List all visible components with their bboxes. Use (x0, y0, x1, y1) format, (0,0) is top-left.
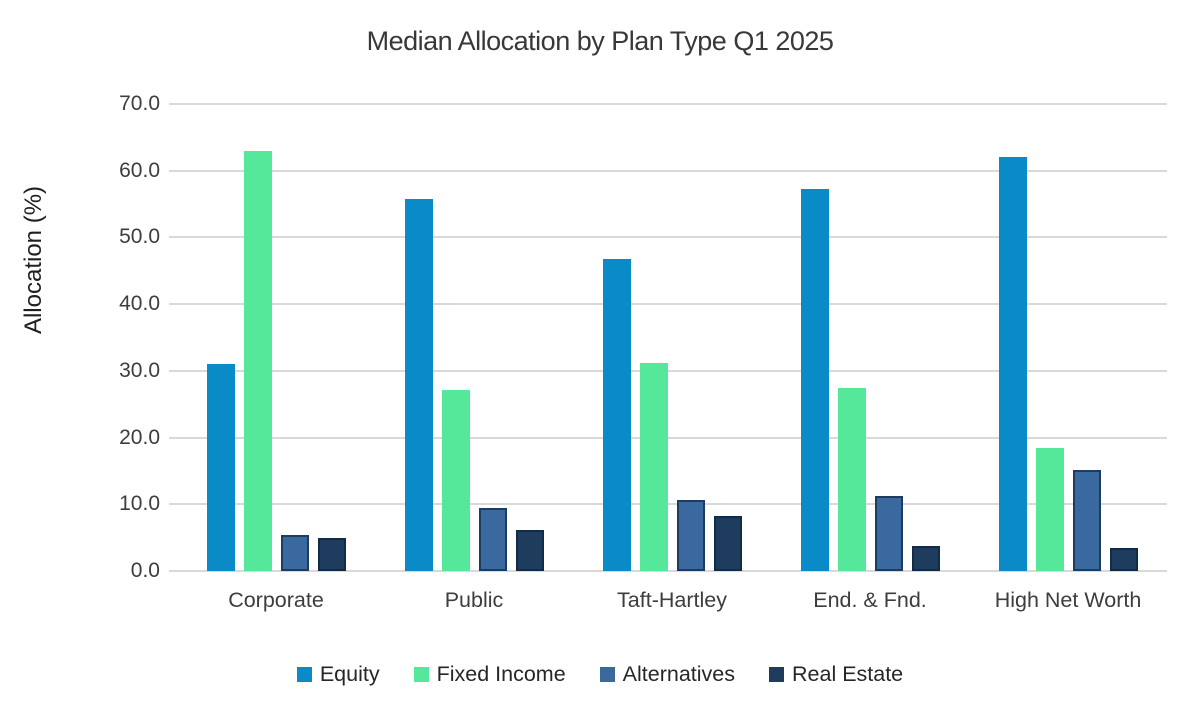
y-axis-tick-labels: 70.0 60.0 50.0 40.0 30.0 20.0 10.0 0.0 (0, 92, 160, 582)
legend-item-real-estate: Real Estate (769, 662, 903, 687)
bar-alternatives-corporate (280, 534, 309, 571)
bar-fixed-income-corporate (243, 150, 272, 571)
bar-equity-public (404, 199, 433, 571)
y-axis-tick (169, 570, 177, 572)
legend-label-equity: Equity (319, 661, 380, 686)
y-tick-label-70.0: 70.0 (119, 92, 160, 115)
y-axis-tick (169, 103, 177, 105)
bar-fixed-income-public (441, 390, 470, 571)
legend-marker-icon-real-estate (769, 666, 784, 682)
gridline-50.0 (177, 236, 1167, 239)
plot-area (169, 103, 1167, 572)
bar-alternatives-end-fnd (874, 496, 903, 571)
bar-real-estate-high-net-worth (1109, 547, 1138, 571)
bar-alternatives-public (478, 507, 507, 571)
legend-label-real-estate: Real Estate (792, 661, 904, 686)
bar-alternatives-taft-hartley (676, 499, 705, 571)
y-tick-label-30.0: 30.0 (119, 358, 160, 382)
y-tick-label-40.0: 40.0 (119, 292, 160, 316)
bar-fixed-income-taft-hartley (639, 362, 668, 571)
legend-marker-icon-fixed-income (413, 666, 429, 682)
y-tick-label-0.0: 0.0 (130, 559, 160, 582)
legend-label-fixed-income: Fixed Income (436, 661, 566, 686)
legend-item-alternatives: Alternatives (599, 661, 735, 687)
x-category-label-corporate: Corporate (228, 588, 324, 612)
x-category-label-high-net-worth: High Net Worth (994, 588, 1142, 612)
gridline-60.0 (177, 169, 1167, 172)
bar-fixed-income-high-net-worth (1035, 447, 1064, 571)
x-category-label-end-fnd: End. & Fnd. (813, 588, 927, 612)
y-axis-tick (169, 369, 177, 372)
x-axis-line (177, 570, 1167, 572)
bar-alternatives-high-net-worth (1072, 470, 1101, 571)
y-tick-label-10.0: 10.0 (119, 492, 160, 516)
y-tick-label-50.0: 50.0 (119, 225, 160, 249)
y-axis-tick (169, 236, 177, 239)
gridline-30.0 (177, 369, 1167, 372)
bar-fixed-income-end-fnd (837, 387, 866, 571)
legend-item-fixed-income: Fixed Income (413, 661, 566, 687)
legend-item-equity: Equity (296, 661, 380, 687)
gridline-40.0 (177, 303, 1167, 306)
legend-marker-icon-equity (296, 666, 312, 682)
bar-equity-corporate (206, 364, 235, 571)
bar-real-estate-end-fnd (911, 546, 940, 571)
bar-real-estate-taft-hartley (713, 516, 742, 571)
y-axis-tick (169, 436, 177, 439)
y-axis-tick (169, 503, 177, 506)
y-axis-tick (169, 303, 177, 306)
x-category-label-public: Public (444, 588, 504, 612)
bar-real-estate-public (515, 530, 544, 571)
legend-marker-icon-alternatives (599, 666, 615, 682)
bar-equity-taft-hartley (602, 258, 631, 571)
legend-label-alternatives: Alternatives (622, 661, 735, 686)
bar-equity-end-fnd (800, 188, 829, 571)
chart-title: Median Allocation by Plan Type Q1 2025 (366, 26, 834, 56)
y-tick-label-20.0: 20.0 (119, 425, 160, 449)
x-category-label-taft-hartley: Taft-Hartley (617, 588, 727, 612)
gridline-70.0 (177, 103, 1167, 105)
gridline-20.0 (177, 436, 1167, 439)
x-axis-labels: Corporate Public Taft-Hartley End. & Fnd. Hi… (177, 588, 1167, 618)
gridline-10.0 (177, 503, 1167, 506)
bar-real-estate-corporate (317, 537, 346, 571)
bar-equity-high-net-worth (998, 157, 1027, 571)
y-tick-label-60.0: 60.0 (119, 158, 160, 182)
legend: Equity Fixed Income Alternatives Real Estat… (0, 661, 1200, 687)
y-axis-tick (169, 169, 177, 172)
